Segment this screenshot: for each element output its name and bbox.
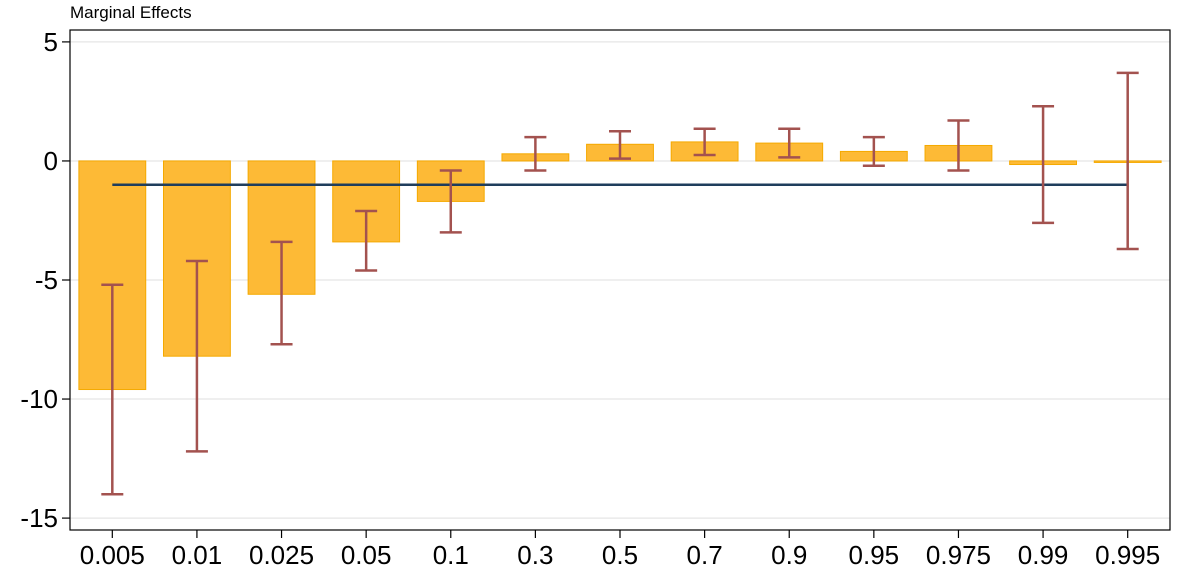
- x-tick-label: 0.025: [249, 540, 314, 566]
- y-tick-label: -10: [20, 384, 58, 414]
- x-tick-label: 0.5: [602, 540, 638, 566]
- grid-layer: [70, 41, 1170, 519]
- x-tick-label: 0.7: [687, 540, 723, 566]
- x-tick-label: 0.05: [341, 540, 392, 566]
- x-tick-label: 0.95: [849, 540, 900, 566]
- x-tick-label: 0.995: [1095, 540, 1160, 566]
- x-tick-label: 0.005: [80, 540, 145, 566]
- y-tick-label: 0: [44, 146, 58, 176]
- x-tick-label: 0.1: [433, 540, 469, 566]
- x-tick-label: 0.9: [771, 540, 807, 566]
- y-tick-label: -15: [20, 503, 58, 533]
- x-tick-label: 0.3: [517, 540, 553, 566]
- chart-title: Marginal Effects: [70, 3, 192, 22]
- y-tick-label: 5: [44, 27, 58, 57]
- bar-layer: [78, 141, 1162, 391]
- x-tick-label: 0.975: [926, 540, 991, 566]
- axis-layer: 5 0 -5 -10 -15 0.005 0.01 0.025 0.05 0.1 0.3 0.5 0.7…: [20, 27, 1171, 566]
- x-tick-label: 0.01: [172, 540, 223, 566]
- x-tick-label: 0.99: [1018, 540, 1069, 566]
- error-bar-layer: [101, 71, 1139, 496]
- y-tick-label: -5: [35, 265, 58, 295]
